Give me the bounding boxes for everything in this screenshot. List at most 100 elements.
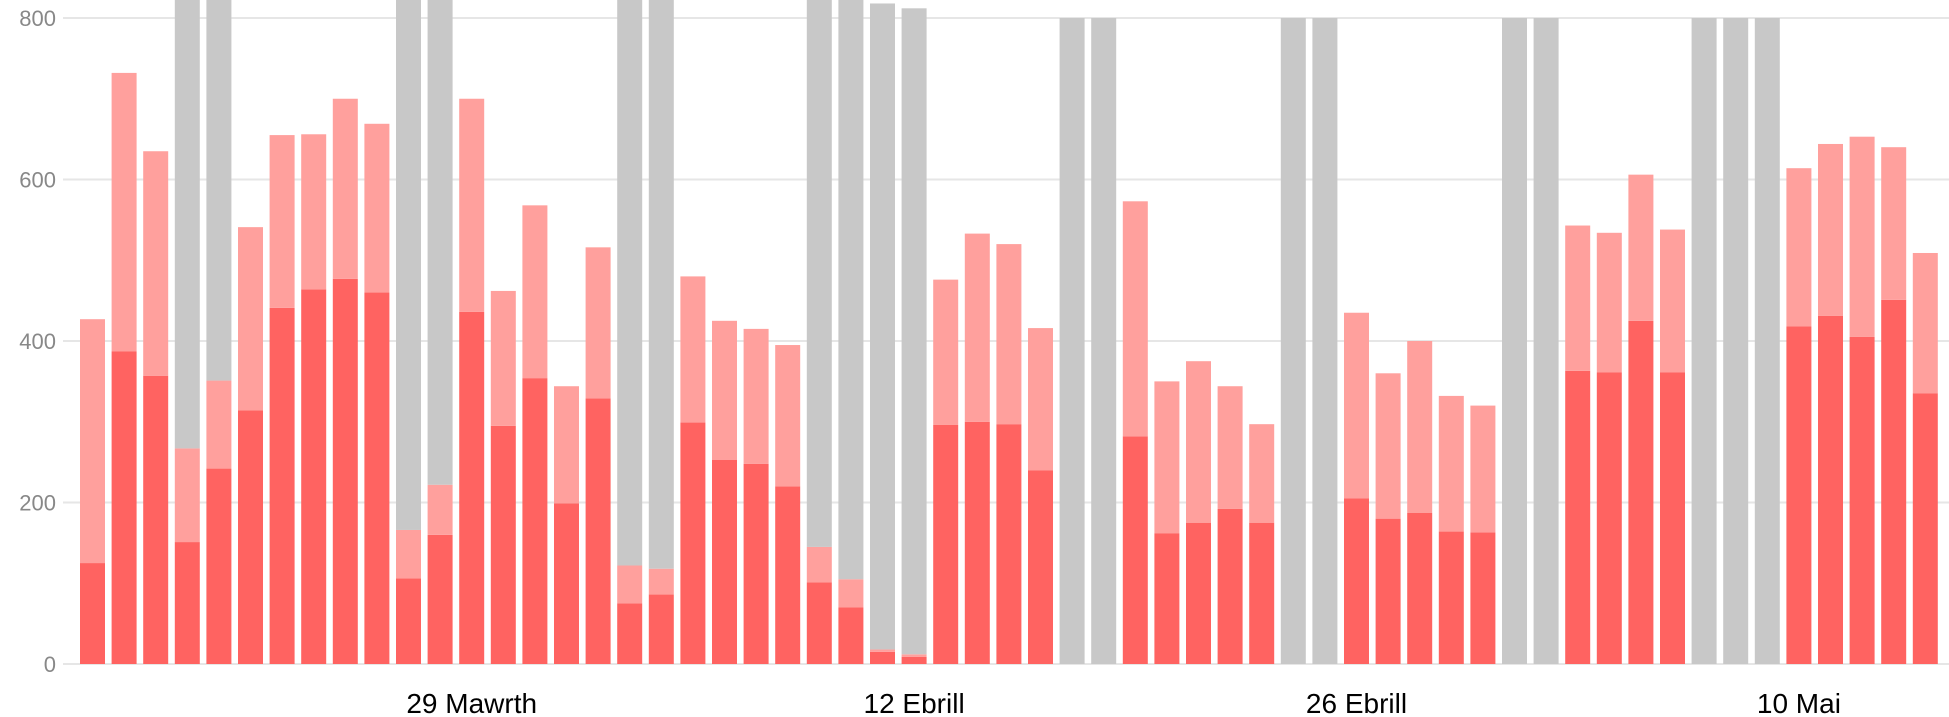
bar-segment-dark bbox=[364, 292, 390, 664]
y-tick-label: 200 bbox=[19, 491, 56, 516]
bar-segment-dark bbox=[1470, 532, 1496, 664]
bar-segment-light bbox=[80, 319, 105, 564]
bar-segment-gray bbox=[396, 0, 421, 530]
bar-segment-dark bbox=[870, 651, 895, 664]
bar-segment-dark bbox=[648, 594, 674, 664]
bar-segment-dark bbox=[1660, 372, 1685, 664]
bar-segment-dark bbox=[1849, 336, 1875, 664]
bar-segment-light bbox=[1344, 312, 1369, 499]
bar-segment-dark bbox=[427, 534, 453, 664]
bar-segment-dark bbox=[1217, 508, 1243, 664]
y-tick-label: 0 bbox=[44, 652, 56, 677]
bar-segment-dark bbox=[80, 563, 105, 664]
bar-segment-dark bbox=[964, 421, 990, 664]
bar-segment-dark bbox=[1912, 393, 1938, 664]
x-tick-label: 29 Mawrth bbox=[406, 688, 537, 717]
bar-segment-light bbox=[1596, 232, 1622, 373]
bar-segment-dark bbox=[680, 422, 706, 664]
bar-segment-light bbox=[1122, 201, 1148, 437]
bar-segment-gray bbox=[1754, 18, 1780, 664]
bar-segment-light bbox=[1438, 395, 1464, 532]
bar-segment-light bbox=[332, 98, 358, 279]
bar-segment-dark bbox=[775, 486, 801, 664]
bar-segment-dark bbox=[174, 542, 200, 664]
bar-segment-gray bbox=[870, 3, 895, 650]
bar-segment-dark bbox=[1786, 326, 1812, 664]
bar-segment-light bbox=[1375, 373, 1401, 519]
bar-segment-gray bbox=[1502, 18, 1527, 664]
bar-segment-light bbox=[396, 529, 421, 579]
y-axis-ticks: 0 200 400 600 800 bbox=[19, 6, 56, 677]
bar-segment-light bbox=[143, 151, 169, 376]
bar-segment-light bbox=[712, 320, 737, 460]
bar-segment-light bbox=[743, 328, 769, 464]
bar-segment-light bbox=[1660, 229, 1685, 373]
bar-segment-light bbox=[1470, 405, 1496, 533]
bar-segment-gray bbox=[617, 0, 643, 566]
bar-segment-dark bbox=[396, 578, 421, 664]
bar-segment-light bbox=[522, 205, 548, 379]
bar-segment-light bbox=[1628, 174, 1654, 321]
x-tick-label: 26 Ebrill bbox=[1306, 688, 1407, 717]
bar-segment-dark bbox=[585, 398, 611, 664]
bars bbox=[80, 0, 1938, 664]
bar-segment-gray bbox=[1091, 18, 1117, 664]
bar-segment-dark bbox=[1186, 522, 1211, 664]
bar-segment-gray bbox=[1312, 18, 1338, 664]
bar-segment-light bbox=[1881, 147, 1907, 300]
bar-segment-dark bbox=[238, 410, 263, 664]
bar-segment-dark bbox=[1375, 518, 1401, 664]
bar-segment-light bbox=[1217, 386, 1243, 509]
bar-segment-dark bbox=[554, 503, 579, 664]
bar-segment-dark bbox=[206, 468, 232, 664]
bar-segment-gray bbox=[174, 0, 200, 449]
bar-segment-dark bbox=[490, 425, 516, 664]
bar-segment-dark bbox=[269, 307, 295, 664]
bar-segment-light bbox=[1407, 341, 1433, 513]
bar-segment-dark bbox=[332, 278, 358, 664]
bar-segment-dark bbox=[617, 603, 643, 664]
bar-segment-light bbox=[174, 448, 200, 543]
bar-segment-dark bbox=[1881, 299, 1907, 664]
bar-segment-light bbox=[870, 649, 895, 652]
y-tick-label: 400 bbox=[19, 329, 56, 354]
bar-segment-light bbox=[1249, 424, 1275, 523]
bar-segment-light bbox=[964, 233, 990, 422]
bar-segment-light bbox=[554, 386, 579, 504]
bar-segment-light bbox=[775, 345, 801, 487]
bar-segment-light bbox=[1786, 168, 1812, 327]
bar-segment-gray bbox=[648, 0, 674, 569]
bar-segment-dark bbox=[1122, 436, 1148, 664]
bar-segment-gray bbox=[1280, 18, 1306, 664]
bar-segment-light bbox=[1818, 143, 1843, 316]
bar-segment-light bbox=[364, 123, 390, 293]
bar-segment-light bbox=[585, 247, 611, 399]
bar-segment-dark bbox=[459, 311, 485, 664]
bar-segment-light bbox=[1912, 252, 1938, 394]
bar-segment-light bbox=[996, 244, 1022, 425]
bar-segment-dark bbox=[743, 463, 769, 664]
bar-segment-light bbox=[901, 654, 927, 657]
bar-segment-gray bbox=[1059, 18, 1085, 664]
bar-segment-dark bbox=[111, 351, 137, 664]
bar-segment-dark bbox=[143, 375, 169, 664]
bar-segment-gray bbox=[901, 8, 927, 655]
x-tick-label: 10 Mai bbox=[1757, 688, 1841, 717]
bar-segment-light bbox=[459, 98, 485, 312]
bar-segment-dark bbox=[1438, 531, 1464, 664]
bar-segment-gray bbox=[427, 0, 453, 485]
bar-segment-light bbox=[301, 134, 327, 290]
bar-segment-gray bbox=[1723, 18, 1749, 664]
bar-segment-dark bbox=[1154, 533, 1180, 664]
bar-segment-light bbox=[838, 579, 864, 608]
bar-segment-dark bbox=[1565, 370, 1591, 664]
bar-segment-light bbox=[648, 568, 674, 595]
bar-segment-light bbox=[111, 72, 137, 352]
bar-segment-light bbox=[1849, 136, 1875, 337]
bar-segment-light bbox=[206, 380, 232, 469]
bar-segment-light bbox=[1154, 381, 1180, 534]
bar-segment-dark bbox=[301, 289, 327, 664]
bar-segment-light bbox=[1028, 328, 1053, 471]
bar-segment-dark bbox=[933, 424, 959, 664]
